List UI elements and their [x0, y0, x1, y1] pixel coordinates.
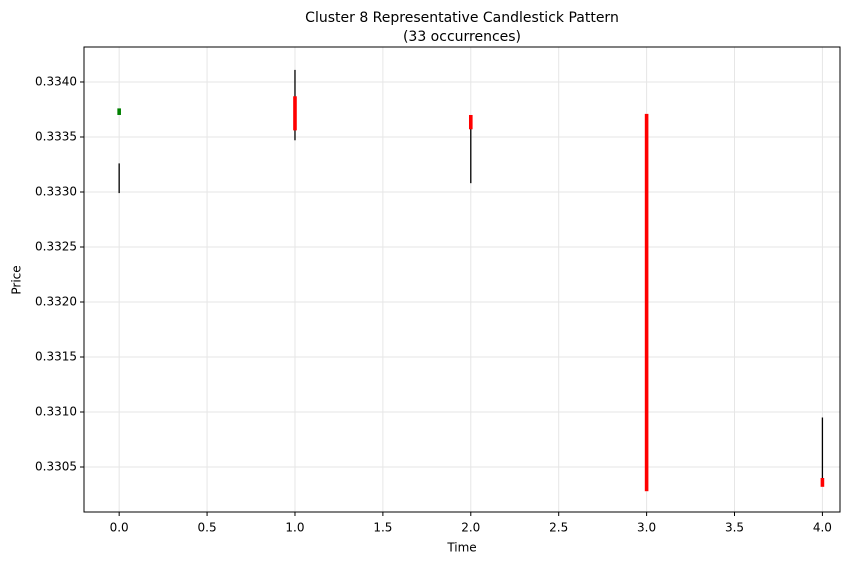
y-tick-label: 0.3330 [35, 184, 77, 198]
candle-body [293, 96, 297, 131]
candle-body [820, 478, 825, 487]
candle-body [468, 114, 473, 130]
x-tick-label: 4.0 [813, 521, 832, 535]
candle-body [644, 113, 649, 492]
y-tick-label: 0.3310 [35, 405, 77, 419]
candle-body [117, 108, 121, 115]
x-tick-label: 0.5 [198, 521, 217, 535]
x-axis-label: Time [446, 541, 476, 555]
x-tick-label: 2.0 [461, 521, 480, 535]
x-tick-label: 2.5 [549, 521, 568, 535]
x-tick-label: 3.0 [637, 521, 656, 535]
plot-frame [83, 46, 841, 513]
x-tick-label: 0.0 [110, 521, 129, 535]
y-tick-label: 0.3305 [35, 460, 77, 474]
x-tick-label: 1.5 [373, 521, 392, 535]
chart-title: Cluster 8 Representative Candlestick Pat… [305, 10, 619, 26]
y-tick-label: 0.3335 [35, 129, 77, 143]
y-tick-label: 0.3325 [35, 239, 77, 253]
y-tick-label: 0.3340 [35, 74, 77, 88]
y-tick-label: 0.3320 [35, 294, 77, 308]
y-tick-label: 0.3315 [35, 350, 77, 364]
chart-subtitle: (33 occurrences) [403, 29, 521, 45]
y-axis-label: Price [10, 265, 24, 294]
x-tick-label: 3.5 [725, 521, 744, 535]
x-tick-label: 1.0 [285, 521, 304, 535]
